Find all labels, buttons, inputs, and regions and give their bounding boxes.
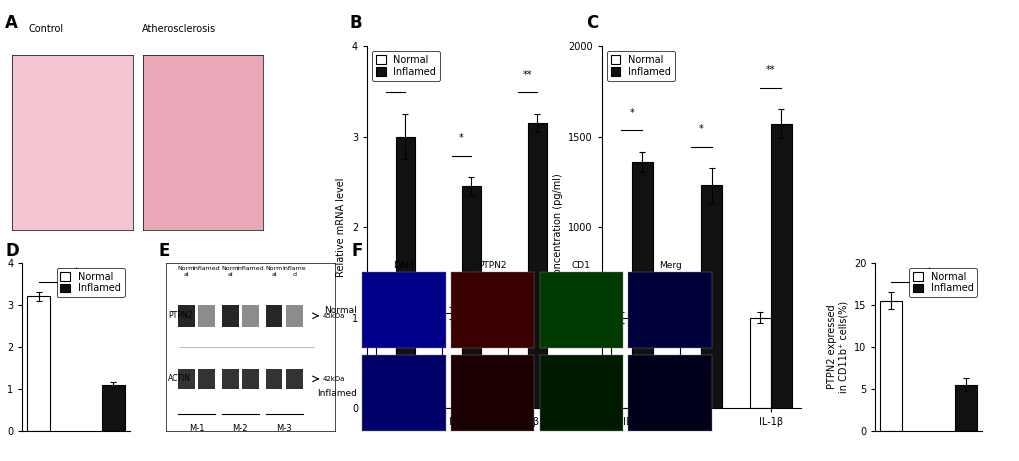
Y-axis label: PTPN2 expressed
in CD11b⁺ cells(%): PTPN2 expressed in CD11b⁺ cells(%)	[825, 301, 848, 393]
Bar	[178, 369, 195, 389]
Bar	[770, 124, 791, 408]
Bar	[375, 313, 395, 408]
Text: 42kDa: 42kDa	[322, 376, 344, 382]
Text: *: *	[459, 133, 464, 143]
Text: C: C	[586, 14, 598, 32]
Bar	[680, 292, 701, 408]
Bar	[395, 136, 415, 408]
Text: Norm
al: Norm al	[265, 266, 282, 277]
Text: DAPI: DAPI	[393, 260, 414, 270]
Bar	[265, 369, 282, 389]
Text: Inflamed: Inflamed	[236, 266, 264, 271]
Text: D: D	[5, 242, 18, 260]
Text: Merg: Merg	[658, 260, 681, 270]
Y-axis label: Concentration (pg/ml): Concentration (pg/ml)	[552, 173, 562, 281]
Bar	[527, 123, 547, 408]
Text: Inflamed: Inflamed	[193, 266, 220, 271]
Bar	[879, 301, 902, 431]
Text: PTPN2: PTPN2	[478, 260, 506, 270]
Text: *: *	[925, 267, 930, 277]
Text: *: *	[698, 124, 703, 134]
Legend: Normal, Inflamed: Normal, Inflamed	[56, 268, 124, 297]
Y-axis label: Relative mRNA level: Relative mRNA level	[336, 177, 346, 277]
Text: F: F	[352, 242, 363, 260]
Text: Normal: Normal	[324, 306, 357, 314]
Text: Norm
al: Norm al	[177, 266, 195, 277]
Bar	[631, 162, 652, 408]
Legend: Normal, Inflamed: Normal, Inflamed	[908, 268, 976, 297]
Text: CD1: CD1	[572, 260, 590, 270]
Text: *: *	[629, 107, 634, 118]
Text: *: *	[73, 267, 78, 277]
Bar	[178, 305, 195, 327]
Bar	[28, 296, 50, 431]
Text: Norm
al: Norm al	[221, 266, 238, 277]
Bar	[507, 313, 527, 408]
Bar	[461, 186, 481, 408]
Bar	[749, 318, 770, 408]
Text: **: **	[523, 70, 532, 80]
Text: **: **	[765, 65, 774, 75]
Text: M-2: M-2	[232, 424, 248, 433]
Bar	[102, 385, 124, 431]
Text: M-1: M-1	[189, 424, 204, 433]
Bar	[954, 385, 976, 431]
Bar	[198, 369, 215, 389]
Text: A: A	[5, 14, 18, 32]
Bar	[265, 305, 282, 327]
Legend: Normal, Inflamed: Normal, Inflamed	[606, 51, 675, 81]
Bar	[242, 305, 259, 327]
Bar	[285, 305, 303, 327]
Bar	[441, 313, 461, 408]
Bar	[198, 305, 215, 327]
Y-axis label: PTPN2 mRNA level: PTPN2 mRNA level	[0, 301, 2, 393]
Text: Control: Control	[29, 24, 63, 34]
Text: Atherosclerosis: Atherosclerosis	[142, 24, 215, 34]
Bar	[701, 185, 721, 408]
Bar	[285, 369, 303, 389]
Bar	[610, 318, 631, 408]
Text: ACTIN: ACTIN	[168, 374, 191, 384]
Text: Inflame
d: Inflame d	[282, 266, 306, 277]
Text: B: B	[350, 14, 362, 32]
Text: PTPN2: PTPN2	[168, 311, 193, 320]
Text: M-3: M-3	[276, 424, 291, 433]
Text: Inflamed: Inflamed	[317, 389, 357, 397]
Legend: Normal, Inflamed: Normal, Inflamed	[372, 51, 440, 81]
Bar	[221, 305, 238, 327]
Bar	[221, 369, 238, 389]
Text: **: **	[390, 70, 399, 80]
Text: 45kDa: 45kDa	[322, 313, 344, 319]
Text: E: E	[158, 242, 169, 260]
Bar	[242, 369, 259, 389]
